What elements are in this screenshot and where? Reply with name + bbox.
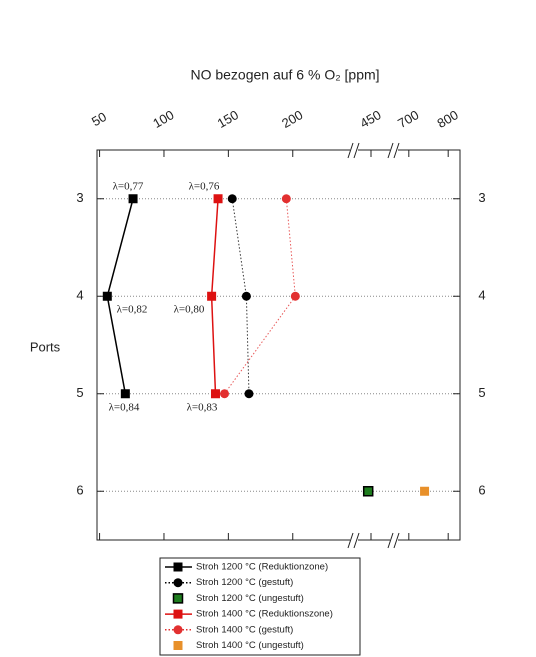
legend-item: Stroh 1400 °C (Reduktionszone) — [165, 609, 333, 620]
legend-label: Stroh 1200 °C (ungestuft) — [196, 593, 304, 604]
series-line — [224, 198, 296, 395]
y-tick-label: 3 — [76, 190, 83, 205]
legend-item: Stroh 1400 °C (gestuft) — [165, 624, 293, 635]
point — [220, 389, 229, 399]
point — [420, 486, 430, 496]
point — [207, 291, 217, 301]
y-tick-label: 3 — [478, 190, 485, 205]
chart-title: NO bezogen auf 6 % O₂ [ppm] — [190, 67, 379, 83]
legend-item: Stroh 1200 °C (gestuft) — [165, 577, 293, 588]
point — [290, 291, 300, 301]
y-tick-label: 4 — [478, 288, 485, 303]
legend-item: Stroh 1200 °C (ungestuft) — [172, 593, 304, 604]
plot-frame — [96, 149, 461, 541]
axis-break — [347, 142, 400, 549]
annotation: λ=0,83 — [187, 402, 218, 414]
point — [213, 194, 223, 204]
legend-item: Stroh 1400 °C (ungestuft) — [173, 640, 304, 651]
legend-label: Stroh 1400 °C (gestuft) — [196, 624, 293, 635]
point — [227, 194, 237, 204]
point — [128, 194, 138, 204]
annotation: λ=0,76 — [189, 181, 220, 193]
legend-marker — [173, 609, 183, 619]
y-tick-label: 6 — [478, 483, 485, 498]
point — [102, 291, 112, 301]
point — [244, 389, 254, 399]
annotation: λ=0,82 — [117, 304, 148, 316]
legend-marker — [172, 593, 184, 604]
legend-box — [159, 557, 361, 656]
legend-label: Stroh 1200 °C (Reduktionzone) — [196, 562, 328, 573]
legend-label: Stroh 1400 °C (ungestuft) — [196, 640, 304, 651]
x-tick-label: 50 — [89, 109, 109, 129]
point — [362, 486, 374, 497]
x-tick-label: 800 — [435, 107, 461, 131]
x-tick-label: 200 — [279, 107, 305, 131]
annotation: λ=0,80 — [174, 304, 205, 316]
x-tick-label: 150 — [215, 107, 241, 131]
legend-item: Stroh 1200 °C (Reduktionzone) — [165, 562, 328, 573]
y-axis-label: Ports — [30, 339, 61, 354]
x-tick-label: 100 — [150, 107, 176, 131]
x-tick-label: 700 — [395, 107, 421, 131]
annotation: λ=0,84 — [109, 402, 140, 414]
legend-label: Stroh 1400 °C (Reduktionszone) — [196, 609, 333, 620]
legend-marker — [173, 625, 183, 635]
legend-marker — [173, 562, 183, 572]
y-tick-label: 5 — [478, 385, 485, 400]
y-tick-label: 4 — [76, 288, 83, 303]
point — [210, 389, 220, 399]
point — [281, 194, 291, 204]
annotation: λ=0,77 — [113, 181, 144, 193]
point — [241, 291, 251, 301]
legend-marker — [173, 578, 183, 588]
legend-label: Stroh 1200 °C (gestuft) — [196, 577, 293, 588]
point — [120, 389, 130, 399]
x-tick-label: 450 — [357, 107, 383, 131]
y-tick-label: 6 — [76, 483, 83, 498]
legend-marker — [173, 641, 183, 650]
y-tick-label: 5 — [76, 385, 83, 400]
